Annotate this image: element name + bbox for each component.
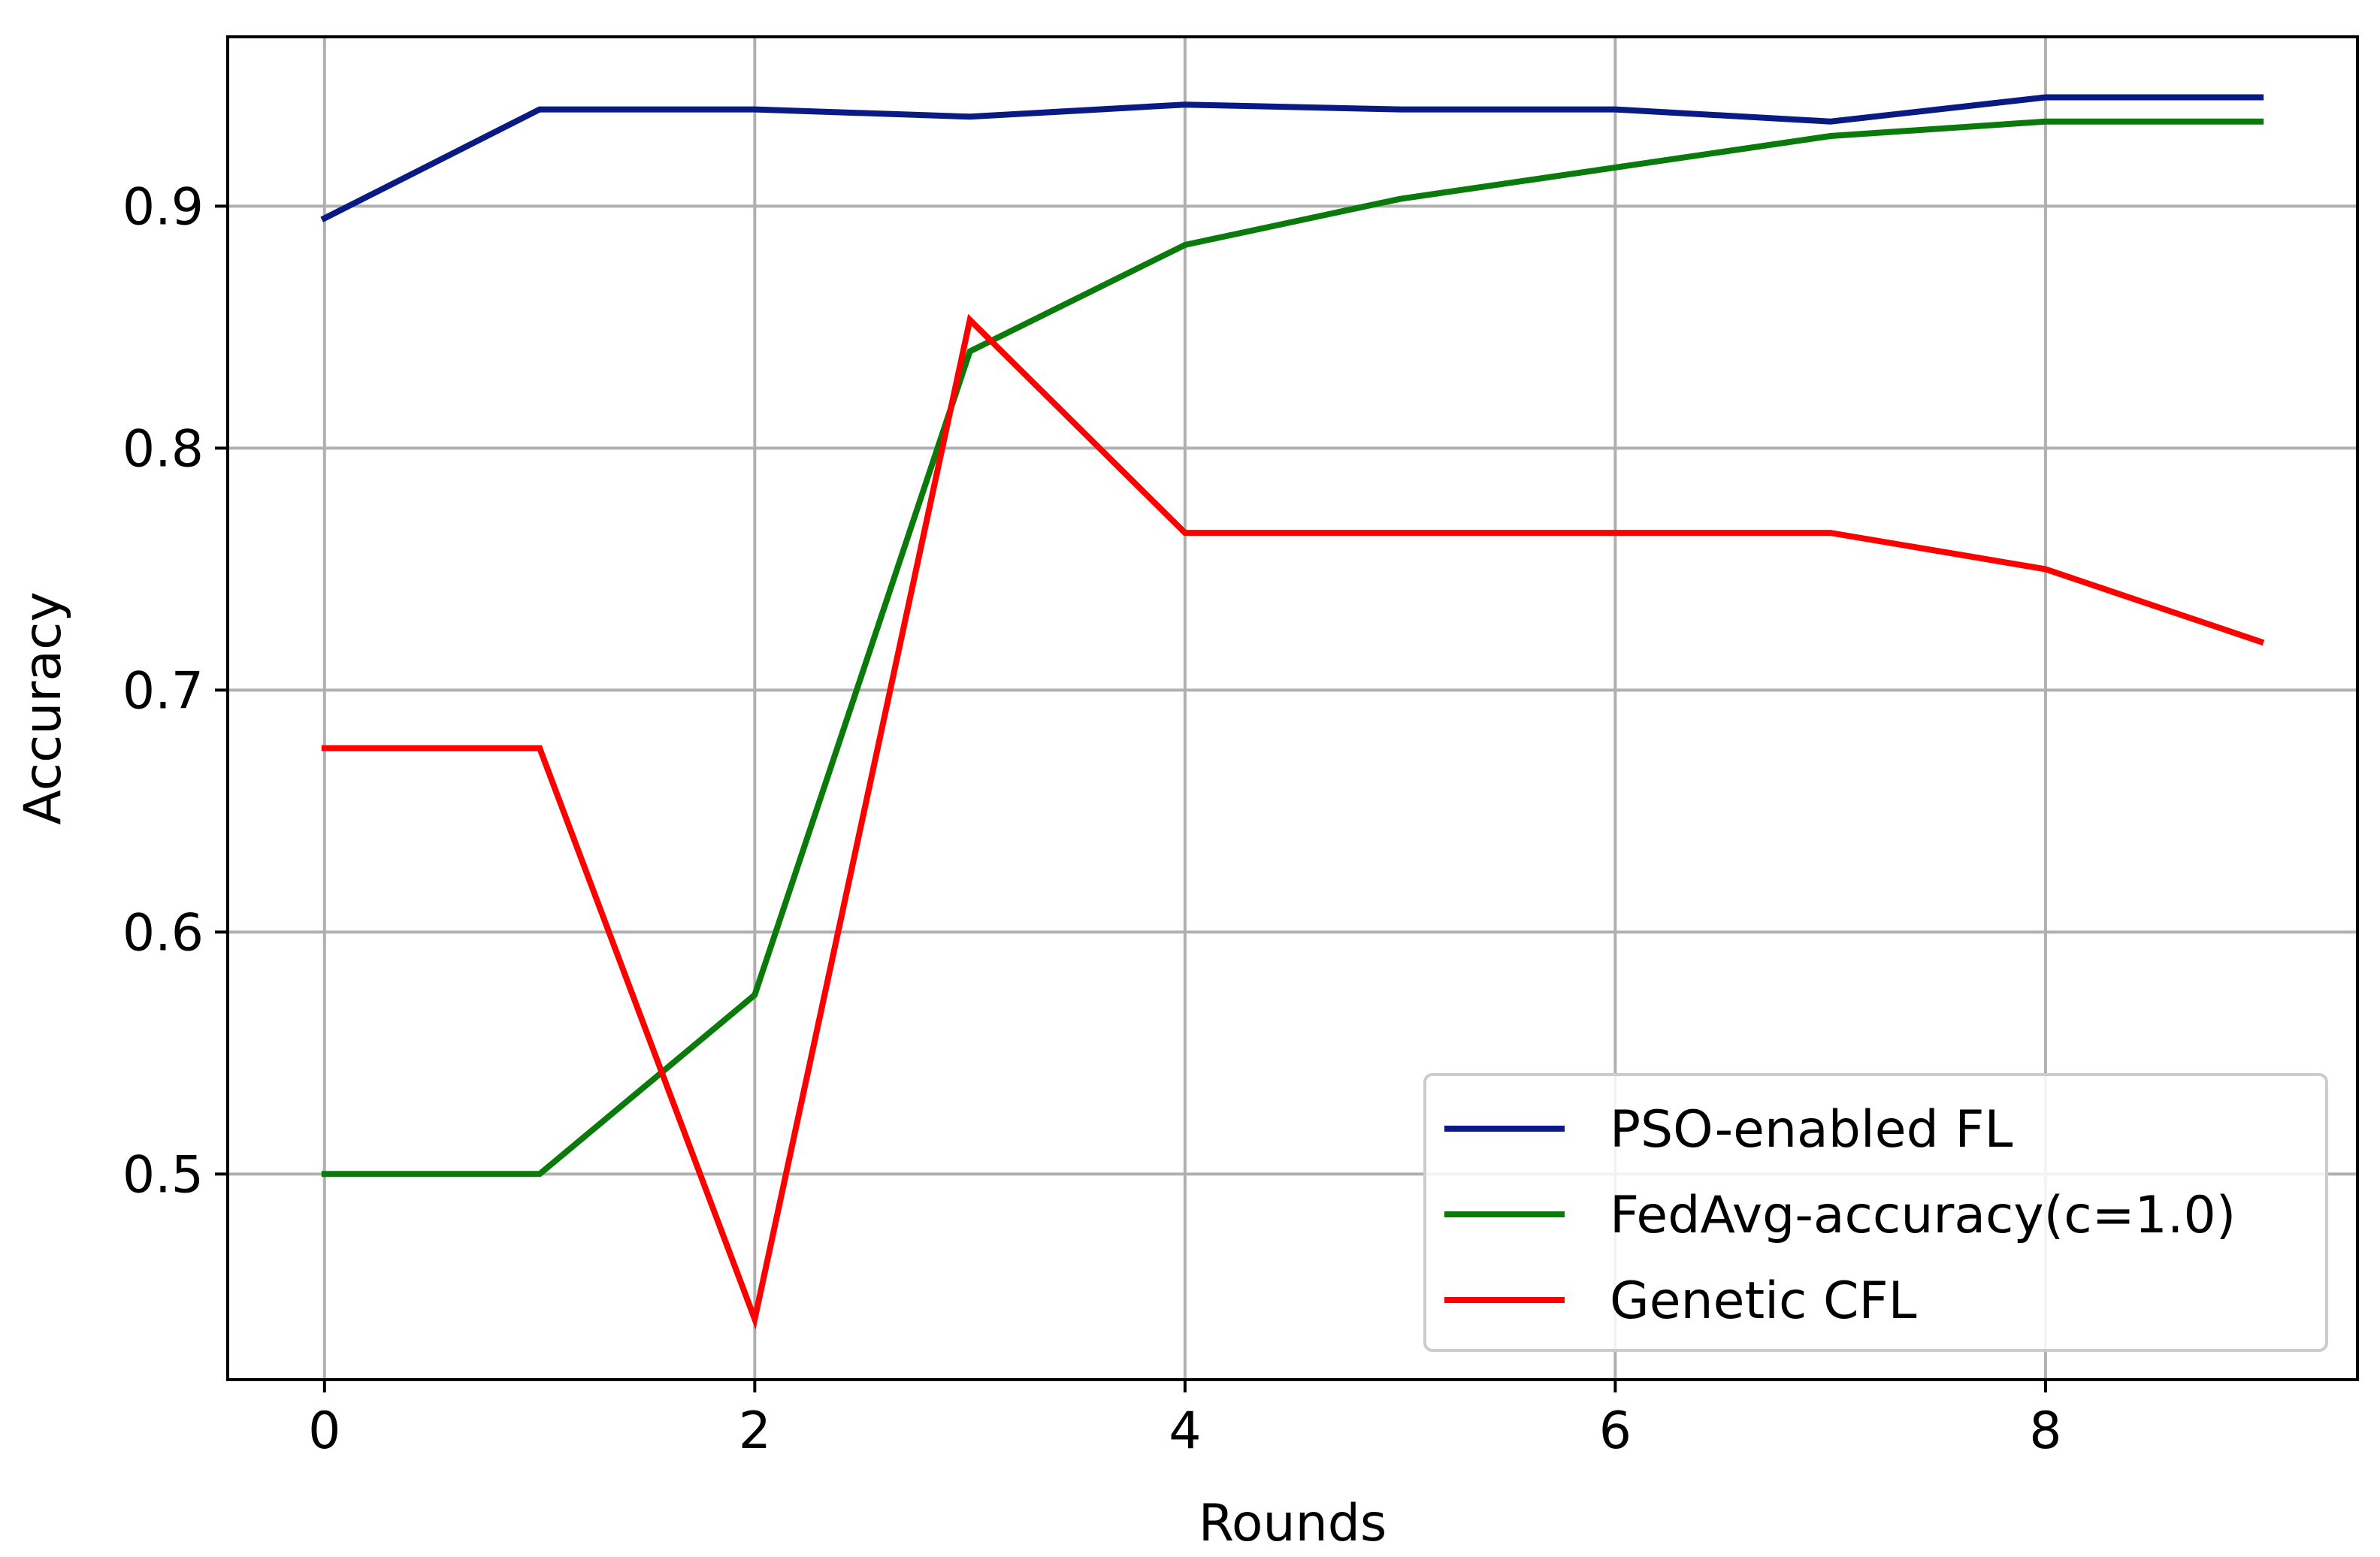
legend-label: PSO-enabled FL xyxy=(1610,1100,2013,1159)
legend-box xyxy=(1423,1073,2328,1352)
legend: PSO-enabled FL FedAvg-accuracy(c=1.0) Gene… xyxy=(1423,1073,2328,1352)
plot-frame xyxy=(226,35,2359,1381)
y-tick-label: 0.6 xyxy=(122,903,204,963)
x-tick-label: 2 xyxy=(739,1401,771,1461)
x-tick-label: 4 xyxy=(1169,1401,1201,1461)
x-tick-label: 8 xyxy=(2029,1401,2061,1461)
series-line-pso-enabled-fl xyxy=(320,94,2264,222)
y-tick-label: 0.7 xyxy=(122,661,204,721)
y-tick-label: 0.8 xyxy=(122,419,204,479)
x-tick-label: 6 xyxy=(1599,1401,1632,1461)
legend-label: FedAvg-accuracy(c=1.0) xyxy=(1610,1186,2236,1245)
x-axis-label: Rounds xyxy=(1199,1494,1387,1553)
legend-label: Genetic CFL xyxy=(1610,1271,1917,1331)
series-lines xyxy=(320,94,2265,1330)
axis-ticks: 0 2 4 6 8 0.5 0.6 0.7 0.8 0.9 xyxy=(122,177,2062,1461)
y-tick-label: 0.5 xyxy=(122,1145,204,1205)
series-line-genetic-cfl xyxy=(321,313,2265,1330)
y-axis-label: Accuracy xyxy=(14,591,73,824)
x-tick-label: 0 xyxy=(308,1401,340,1461)
y-tick-label: 0.9 xyxy=(122,177,204,237)
series-line-fedavg-accuracy-c-1-0 xyxy=(321,118,2264,1178)
grid-lines xyxy=(228,37,2357,1380)
